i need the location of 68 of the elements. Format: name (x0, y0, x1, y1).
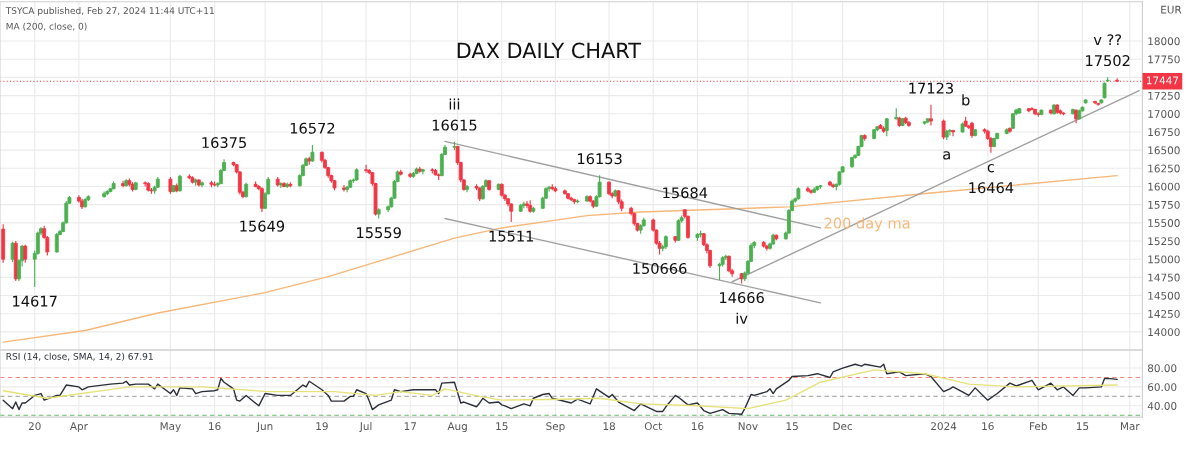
annotation: 16375 (202, 137, 246, 149)
x-tick-label: Jun (256, 422, 273, 433)
y-tick-label: 16000 (1148, 182, 1180, 191)
y-tick-label: 80.00 (1147, 364, 1177, 373)
y-tick-label: 17750 (1148, 55, 1180, 64)
y-tick-label: 17250 (1148, 91, 1180, 100)
y-tick-label: 16250 (1148, 164, 1180, 173)
y-tick-label: 14500 (1148, 291, 1180, 300)
y-tick-label: 60.00 (1147, 383, 1177, 392)
annotation: 17502 (1086, 55, 1130, 67)
annotation: 15649 (240, 220, 285, 232)
y-tick-label: 14250 (1148, 309, 1180, 318)
x-tick-label: 2024 (931, 422, 957, 431)
annotation: a (943, 151, 950, 160)
x-tick-label: 20 (28, 422, 41, 431)
x-tick-label: 15 (1076, 422, 1089, 431)
series-label: 200 day ma (824, 217, 910, 232)
annotation: 14666 (720, 292, 764, 304)
x-tick-label: Oct (644, 422, 663, 431)
annotation: 16464 (969, 182, 1014, 194)
annotation: 14617 (13, 295, 57, 307)
x-tick-label: Dec (833, 422, 853, 431)
x-tick-label: May (160, 422, 181, 433)
x-tick-label: Nov (738, 422, 758, 431)
annotation: 16572 (290, 122, 335, 134)
y-tick-label: 15500 (1148, 219, 1180, 227)
y-tick-label: 17000 (1148, 110, 1180, 118)
y-tick-label: 15250 (1148, 237, 1180, 246)
y-tick-label: 15000 (1148, 255, 1180, 264)
annotation: 15684 (663, 187, 708, 199)
y-tick-label: 40.00 (1147, 402, 1177, 410)
x-tick-label: Mar (1120, 422, 1140, 431)
text: DAX DAILY CHART (457, 42, 642, 59)
y-tick-label: 15750 (1148, 200, 1180, 209)
x-tick-label: 19 (316, 422, 328, 431)
text: RSI (14, close, SMA, 14, 2) 67.91 (6, 352, 153, 361)
y-tick-label: 16750 (1148, 128, 1180, 137)
x-tick-label: 16 (691, 422, 704, 431)
y-tick-label: 14750 (1148, 273, 1180, 282)
annotation: 16153 (578, 153, 622, 165)
annotation: iii (449, 98, 460, 110)
x-tick-label: 15 (786, 422, 798, 431)
annotation: 150666 (633, 263, 687, 275)
annotation: 15511 (489, 230, 534, 242)
y-axis-title: EUR (1161, 5, 1182, 14)
annotation: v ?? (1093, 34, 1122, 46)
x-tick-label: Feb (1030, 422, 1047, 431)
x-tick-label: 18 (603, 422, 615, 431)
x-tick-label: Sep (546, 422, 565, 433)
annotation: b (962, 94, 970, 106)
annotation: iv (736, 312, 748, 324)
y-tick-label: 16500 (1148, 146, 1180, 155)
annotation: c (987, 164, 995, 173)
annotation: 16615 (432, 119, 477, 131)
x-tick-label: 16 (209, 422, 221, 431)
x-tick-label: Apr (69, 422, 88, 433)
x-tick-label: 17 (404, 422, 416, 430)
x-tick-label: Jul (359, 422, 372, 433)
x-tick-label: 15 (496, 422, 508, 431)
x-tick-label: 16 (982, 422, 994, 431)
ref-line-label: 17447 (1146, 76, 1179, 85)
annotation: 17123 (909, 82, 953, 94)
y-tick-label: 14000 (1148, 328, 1180, 337)
annotation: TSYCA published, Feb 27, 2024 11:44 UTC+11 (5, 7, 214, 16)
annotation: MA (200, close, 0) (6, 22, 87, 31)
annotation: 15559 (357, 227, 401, 239)
y-tick-label: 18000 (1148, 37, 1180, 46)
x-tick-label: Aug (447, 422, 467, 433)
